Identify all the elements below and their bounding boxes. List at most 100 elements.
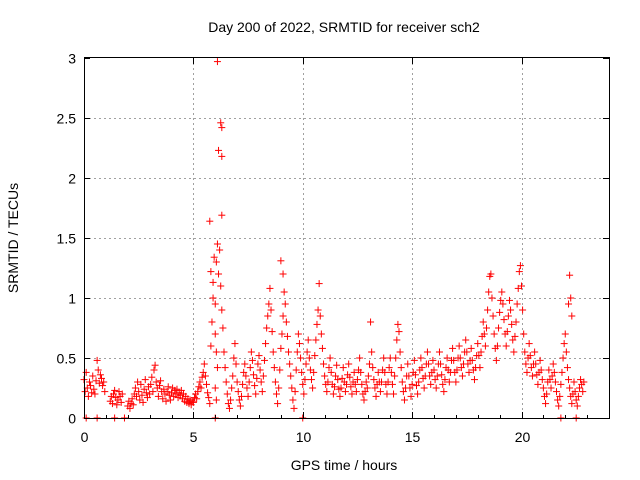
data-point [407,392,415,400]
data-point [312,336,320,344]
data-point [244,392,252,400]
data-point [292,366,300,374]
data-point [177,386,185,394]
data-point [309,384,317,392]
data-point [489,312,497,320]
data-point [565,376,573,384]
data-point [138,391,146,399]
data-point [547,384,555,392]
data-point [205,394,213,402]
data-point [113,401,121,409]
y-tick-label: 0 [68,411,76,427]
data-point [210,253,218,261]
data-point [385,364,393,372]
data-point [228,384,236,392]
data-point [279,312,287,320]
data-point [539,384,547,392]
data-point [248,356,256,364]
data-point [206,400,214,408]
data-point [258,388,266,396]
data-point [502,342,510,350]
data-point [388,380,396,388]
data-point [232,360,240,368]
data-point [485,288,493,296]
data-point [93,356,101,364]
data-point [126,404,134,412]
data-point [343,380,350,388]
data-point [420,384,428,392]
data-point [211,330,219,338]
data-point [390,390,398,398]
y-tick-label: 1 [68,291,76,307]
data-point [269,348,277,356]
data-point [219,324,227,332]
data-point [235,396,243,404]
data-point [360,396,368,404]
data-point [365,360,373,368]
data-point [479,318,487,326]
data-point [254,360,262,368]
data-point [484,306,492,314]
x-tick-label: 15 [405,429,421,445]
data-point [423,348,431,356]
data-point [299,380,307,388]
data-point [546,376,554,384]
data-point [225,404,233,412]
data-point [400,396,408,404]
data-point [509,336,517,344]
data-point [245,378,253,386]
data-point [155,382,163,390]
data-point [568,312,576,320]
data-point [345,360,353,368]
data-point [157,377,165,385]
data-point [203,380,210,388]
data-point [172,390,180,398]
data-point [290,404,298,412]
y-tick-label: 3 [68,51,76,67]
data-point [493,342,501,350]
data-point [363,384,371,392]
data-point [246,364,254,372]
data-point [273,390,280,398]
data-point [211,384,219,392]
data-point [139,398,147,406]
data-point [128,395,136,403]
data-point [563,364,571,372]
data-point [291,388,299,396]
data-point [163,388,171,396]
data-point [488,294,496,302]
x-tick-label: 20 [515,429,531,445]
data-point [404,360,412,368]
data-point [233,378,241,386]
data-point [293,348,301,356]
data-point [374,368,382,376]
data-point [131,384,139,392]
data-point [277,257,285,265]
data-point [230,354,238,362]
data-point [270,364,278,372]
data-point [239,380,247,388]
data-point [465,368,473,376]
data-point [474,340,482,348]
data-point [433,372,441,380]
data-point [82,368,90,376]
data-point [467,344,475,352]
data-point [110,390,118,398]
data-point [480,330,488,338]
data-point [283,332,291,340]
data-point [528,372,536,380]
data-point [567,294,575,302]
data-point [256,366,264,374]
data-point [413,382,420,390]
data-point [347,383,355,391]
data-point [408,380,416,388]
data-point [537,366,545,374]
data-point [551,378,559,386]
data-point [222,378,230,386]
data-point [276,366,284,374]
data-point [398,378,406,386]
data-point [367,318,375,326]
data-point [361,388,369,396]
data-point [243,384,251,392]
axis-ticks: 0 0.5 1 1.5 2 2.5 3 0 5 10 15 20 [57,51,609,445]
